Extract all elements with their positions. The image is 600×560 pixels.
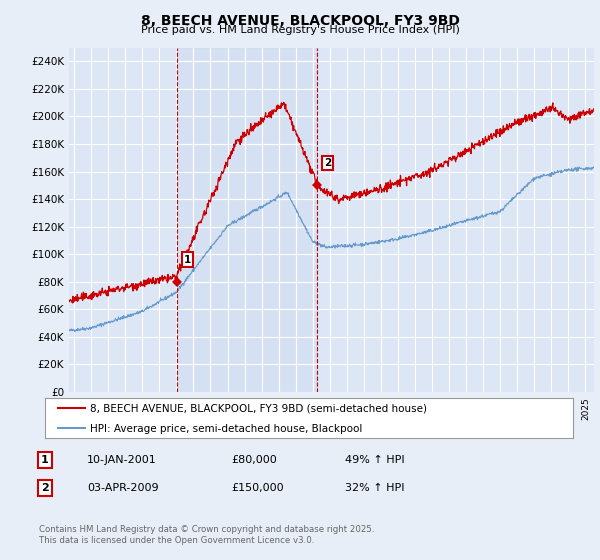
Text: 10-JAN-2001: 10-JAN-2001 — [87, 455, 157, 465]
Text: Price paid vs. HM Land Registry's House Price Index (HPI): Price paid vs. HM Land Registry's House … — [140, 25, 460, 35]
Text: HPI: Average price, semi-detached house, Blackpool: HPI: Average price, semi-detached house,… — [90, 424, 362, 433]
Text: £150,000: £150,000 — [231, 483, 284, 493]
Text: 2: 2 — [41, 483, 49, 493]
Text: 1: 1 — [41, 455, 49, 465]
Text: 1: 1 — [184, 254, 191, 264]
Text: 8, BEECH AVENUE, BLACKPOOL, FY3 9BD (semi-detached house): 8, BEECH AVENUE, BLACKPOOL, FY3 9BD (sem… — [90, 404, 427, 413]
Text: 03-APR-2009: 03-APR-2009 — [87, 483, 158, 493]
Bar — [177, 48, 317, 392]
Text: 8, BEECH AVENUE, BLACKPOOL, FY3 9BD: 8, BEECH AVENUE, BLACKPOOL, FY3 9BD — [140, 14, 460, 28]
Text: 32% ↑ HPI: 32% ↑ HPI — [345, 483, 404, 493]
Text: 2: 2 — [324, 158, 331, 168]
Text: 49% ↑ HPI: 49% ↑ HPI — [345, 455, 404, 465]
Text: Contains HM Land Registry data © Crown copyright and database right 2025.
This d: Contains HM Land Registry data © Crown c… — [39, 525, 374, 545]
Text: £80,000: £80,000 — [231, 455, 277, 465]
